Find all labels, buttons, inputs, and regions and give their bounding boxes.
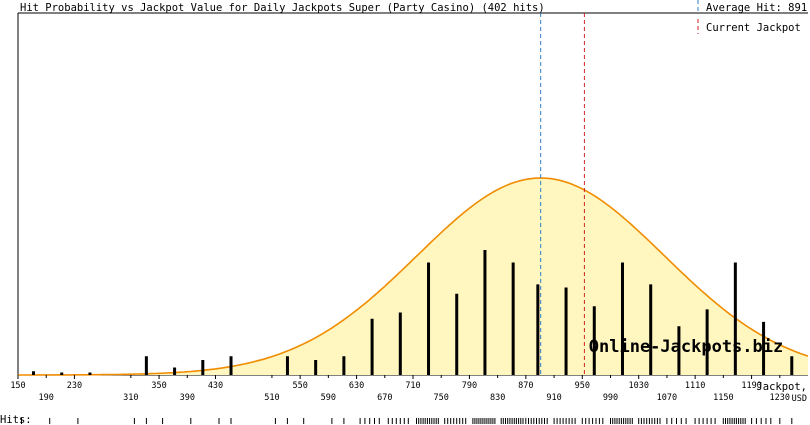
bar <box>536 284 540 375</box>
x-tick-label: 390 <box>180 393 195 403</box>
bar <box>677 326 681 375</box>
x-tick-label: 790 <box>462 381 477 391</box>
reference-lines <box>540 13 585 375</box>
curve-fill <box>18 178 808 375</box>
x-tick-label: 550 <box>292 381 307 391</box>
x-tick-label: 670 <box>377 393 392 403</box>
legend-average-label: Average Hit: 891 <box>706 2 807 14</box>
probability-curve <box>18 177 809 376</box>
x-axis-ticks: 150 230 350 430 550 630 710 790 870 950 1030 1110 11… <box>10 375 790 403</box>
x-tick-label: 190 <box>39 393 54 403</box>
watermark-text: Online-Jackpots.biz <box>589 337 783 357</box>
bar <box>564 287 568 375</box>
bar <box>705 309 709 375</box>
bar <box>790 356 794 375</box>
legend-current-label: Current Jackpot <box>706 22 801 34</box>
x-axis-unit: USD <box>792 394 807 404</box>
bar <box>455 293 459 375</box>
bar <box>32 371 36 375</box>
bar <box>88 372 92 375</box>
x-tick-label: 1230 <box>770 393 790 403</box>
bar <box>511 262 515 375</box>
bars-layer <box>32 250 794 375</box>
x-tick-label: 870 <box>518 381 533 391</box>
x-tick-label: 510 <box>264 393 279 403</box>
curve-layer <box>18 177 809 376</box>
bar <box>649 284 653 375</box>
legend: Average Hit: 891 Current Jackpot <box>697 0 807 34</box>
bar <box>144 356 148 375</box>
x-tick-label: 830 <box>490 393 505 403</box>
hits-strip <box>21 418 793 424</box>
bar <box>285 356 289 375</box>
x-tick-label: 1030 <box>628 381 648 391</box>
bar <box>427 262 431 375</box>
x-tick-label: 1110 <box>685 381 705 391</box>
bar <box>201 360 205 375</box>
bar <box>762 321 766 375</box>
bar <box>60 372 64 375</box>
bar <box>592 306 596 375</box>
x-tick-label: 590 <box>321 393 336 403</box>
bar <box>229 356 233 375</box>
x-tick-label: 150 <box>10 381 25 391</box>
hits-label: Hits: <box>0 414 32 425</box>
x-tick-label: 1150 <box>713 393 733 403</box>
x-tick-label: 990 <box>603 393 618 403</box>
x-tick-label: 1190 <box>741 381 761 391</box>
x-tick-label: 1070 <box>657 393 677 403</box>
bar <box>342 356 346 375</box>
bar <box>620 262 624 375</box>
bar <box>173 367 177 375</box>
x-tick-label: 750 <box>434 393 449 403</box>
x-tick-label: 310 <box>123 393 138 403</box>
x-tick-label: 630 <box>349 381 364 391</box>
x-axis-label: Jackpot, <box>756 381 807 393</box>
bar <box>483 250 487 375</box>
chart-title: Hit Probability vs Jackpot Value for Dai… <box>20 2 545 14</box>
x-tick-label: 910 <box>546 393 561 403</box>
bar <box>398 312 402 375</box>
x-tick-label: 950 <box>575 381 590 391</box>
x-tick-label: 710 <box>405 381 420 391</box>
bar <box>314 360 318 375</box>
x-tick-label: 430 <box>208 381 223 391</box>
x-tick-label: 350 <box>151 381 166 391</box>
bar <box>733 262 737 375</box>
bar <box>370 318 374 375</box>
x-tick-label: 230 <box>67 381 82 391</box>
